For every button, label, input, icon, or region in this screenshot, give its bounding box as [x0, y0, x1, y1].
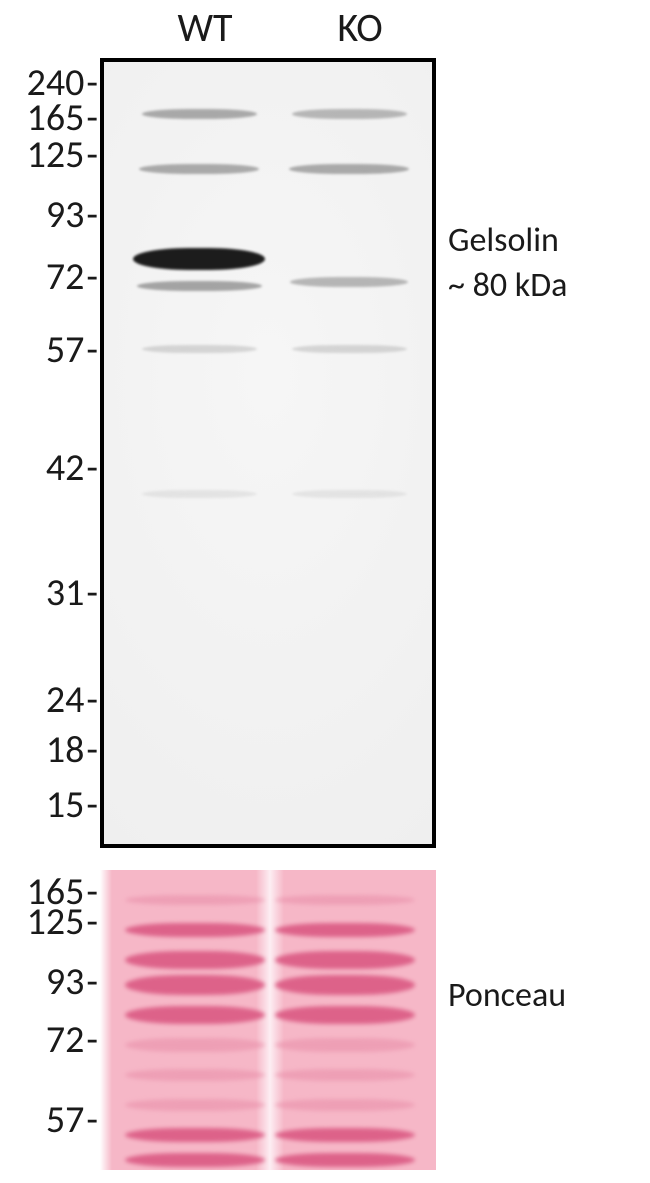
blot-band — [292, 345, 407, 353]
mw-tick-dash: - — [86, 1017, 98, 1063]
ponceau-band — [125, 1099, 265, 1111]
ponceau-band — [275, 1069, 415, 1081]
mw-tick-dash: - — [86, 782, 98, 828]
ponceau-band — [125, 1038, 265, 1052]
ponceau-band — [275, 923, 415, 937]
mw-tick-dash: - — [86, 254, 98, 300]
lane-header-wt: WT — [177, 3, 232, 52]
mw-value: 24 — [46, 677, 85, 723]
ponceau-band — [275, 895, 415, 905]
ponceau-band — [275, 1006, 415, 1024]
mw-tick: 15- — [46, 782, 98, 828]
mw-tick: 57- — [46, 327, 98, 373]
ponceau-band — [125, 1069, 265, 1081]
mw-tick: 93- — [46, 959, 98, 1005]
mw-tick: 125- — [27, 132, 98, 178]
ponceau-band — [275, 1128, 415, 1142]
blot-band — [292, 490, 407, 498]
ponceau-band — [125, 1128, 265, 1142]
mw-tick-dash: - — [86, 959, 98, 1005]
mw-tick-dash: - — [86, 570, 98, 616]
blot-band — [290, 277, 408, 287]
mw-value: 15 — [46, 782, 85, 828]
blot-band — [133, 248, 265, 270]
mw-tick: 18- — [46, 727, 98, 773]
mw-tick: 57- — [46, 1097, 98, 1143]
ponceau-lane-gap — [256, 870, 284, 1170]
ponceau-band — [125, 1153, 265, 1167]
blot-band — [139, 164, 259, 174]
blot-band — [289, 164, 409, 174]
western-blot-panel — [100, 58, 436, 848]
mw-value: 93 — [46, 192, 85, 238]
ponceau-band — [125, 1006, 265, 1024]
mw-tick-dash: - — [86, 445, 98, 491]
mw-tick: 125- — [27, 899, 98, 945]
mw-tick-dash: - — [86, 899, 98, 945]
ponceau-band — [125, 923, 265, 937]
ponceau-band — [275, 1038, 415, 1052]
mw-value: 125 — [27, 132, 85, 178]
mw-tick: 42- — [46, 445, 98, 491]
mw-tick-dash: - — [86, 1097, 98, 1143]
mw-value: 18 — [46, 727, 85, 773]
mw-tick: 24- — [46, 677, 98, 723]
ponceau-band — [275, 975, 415, 995]
mw-tick-dash: - — [86, 327, 98, 373]
figure: WT KO 240-165-125-93-72-57-42-31-24-18-1… — [0, 0, 650, 1183]
ponceau-band — [275, 1153, 415, 1167]
blot-band — [142, 109, 257, 119]
ponceau-band — [125, 895, 265, 905]
ponceau-band — [275, 951, 415, 969]
mw-value: 31 — [46, 570, 85, 616]
target-label: ~ 80 kDa — [448, 265, 567, 306]
mw-value: 42 — [46, 445, 85, 491]
ponceau-panel — [100, 870, 436, 1170]
blot-band — [137, 281, 262, 291]
mw-tick-dash: - — [86, 727, 98, 773]
mw-tick-dash: - — [86, 677, 98, 723]
mw-value: 57 — [46, 1097, 85, 1143]
blot-band — [142, 345, 257, 353]
ponceau-band — [275, 1099, 415, 1111]
lane-header-ko: KO — [337, 3, 382, 52]
target-label: Gelsolin — [448, 220, 559, 261]
mw-tick: 72- — [46, 1017, 98, 1063]
ponceau-label: Ponceau — [448, 975, 566, 1016]
blot-band — [292, 109, 407, 119]
ponceau-band — [125, 951, 265, 969]
mw-value: 57 — [46, 327, 85, 373]
mw-tick-dash: - — [86, 132, 98, 178]
blot-band — [142, 490, 257, 498]
mw-tick: 72- — [46, 254, 98, 300]
mw-value: 72 — [46, 254, 85, 300]
mw-value: 72 — [46, 1017, 85, 1063]
mw-tick: 31- — [46, 570, 98, 616]
mw-value: 93 — [46, 959, 85, 1005]
ponceau-band — [125, 975, 265, 995]
mw-value: 125 — [27, 899, 85, 945]
mw-tick-dash: - — [86, 192, 98, 238]
mw-tick: 93- — [46, 192, 98, 238]
